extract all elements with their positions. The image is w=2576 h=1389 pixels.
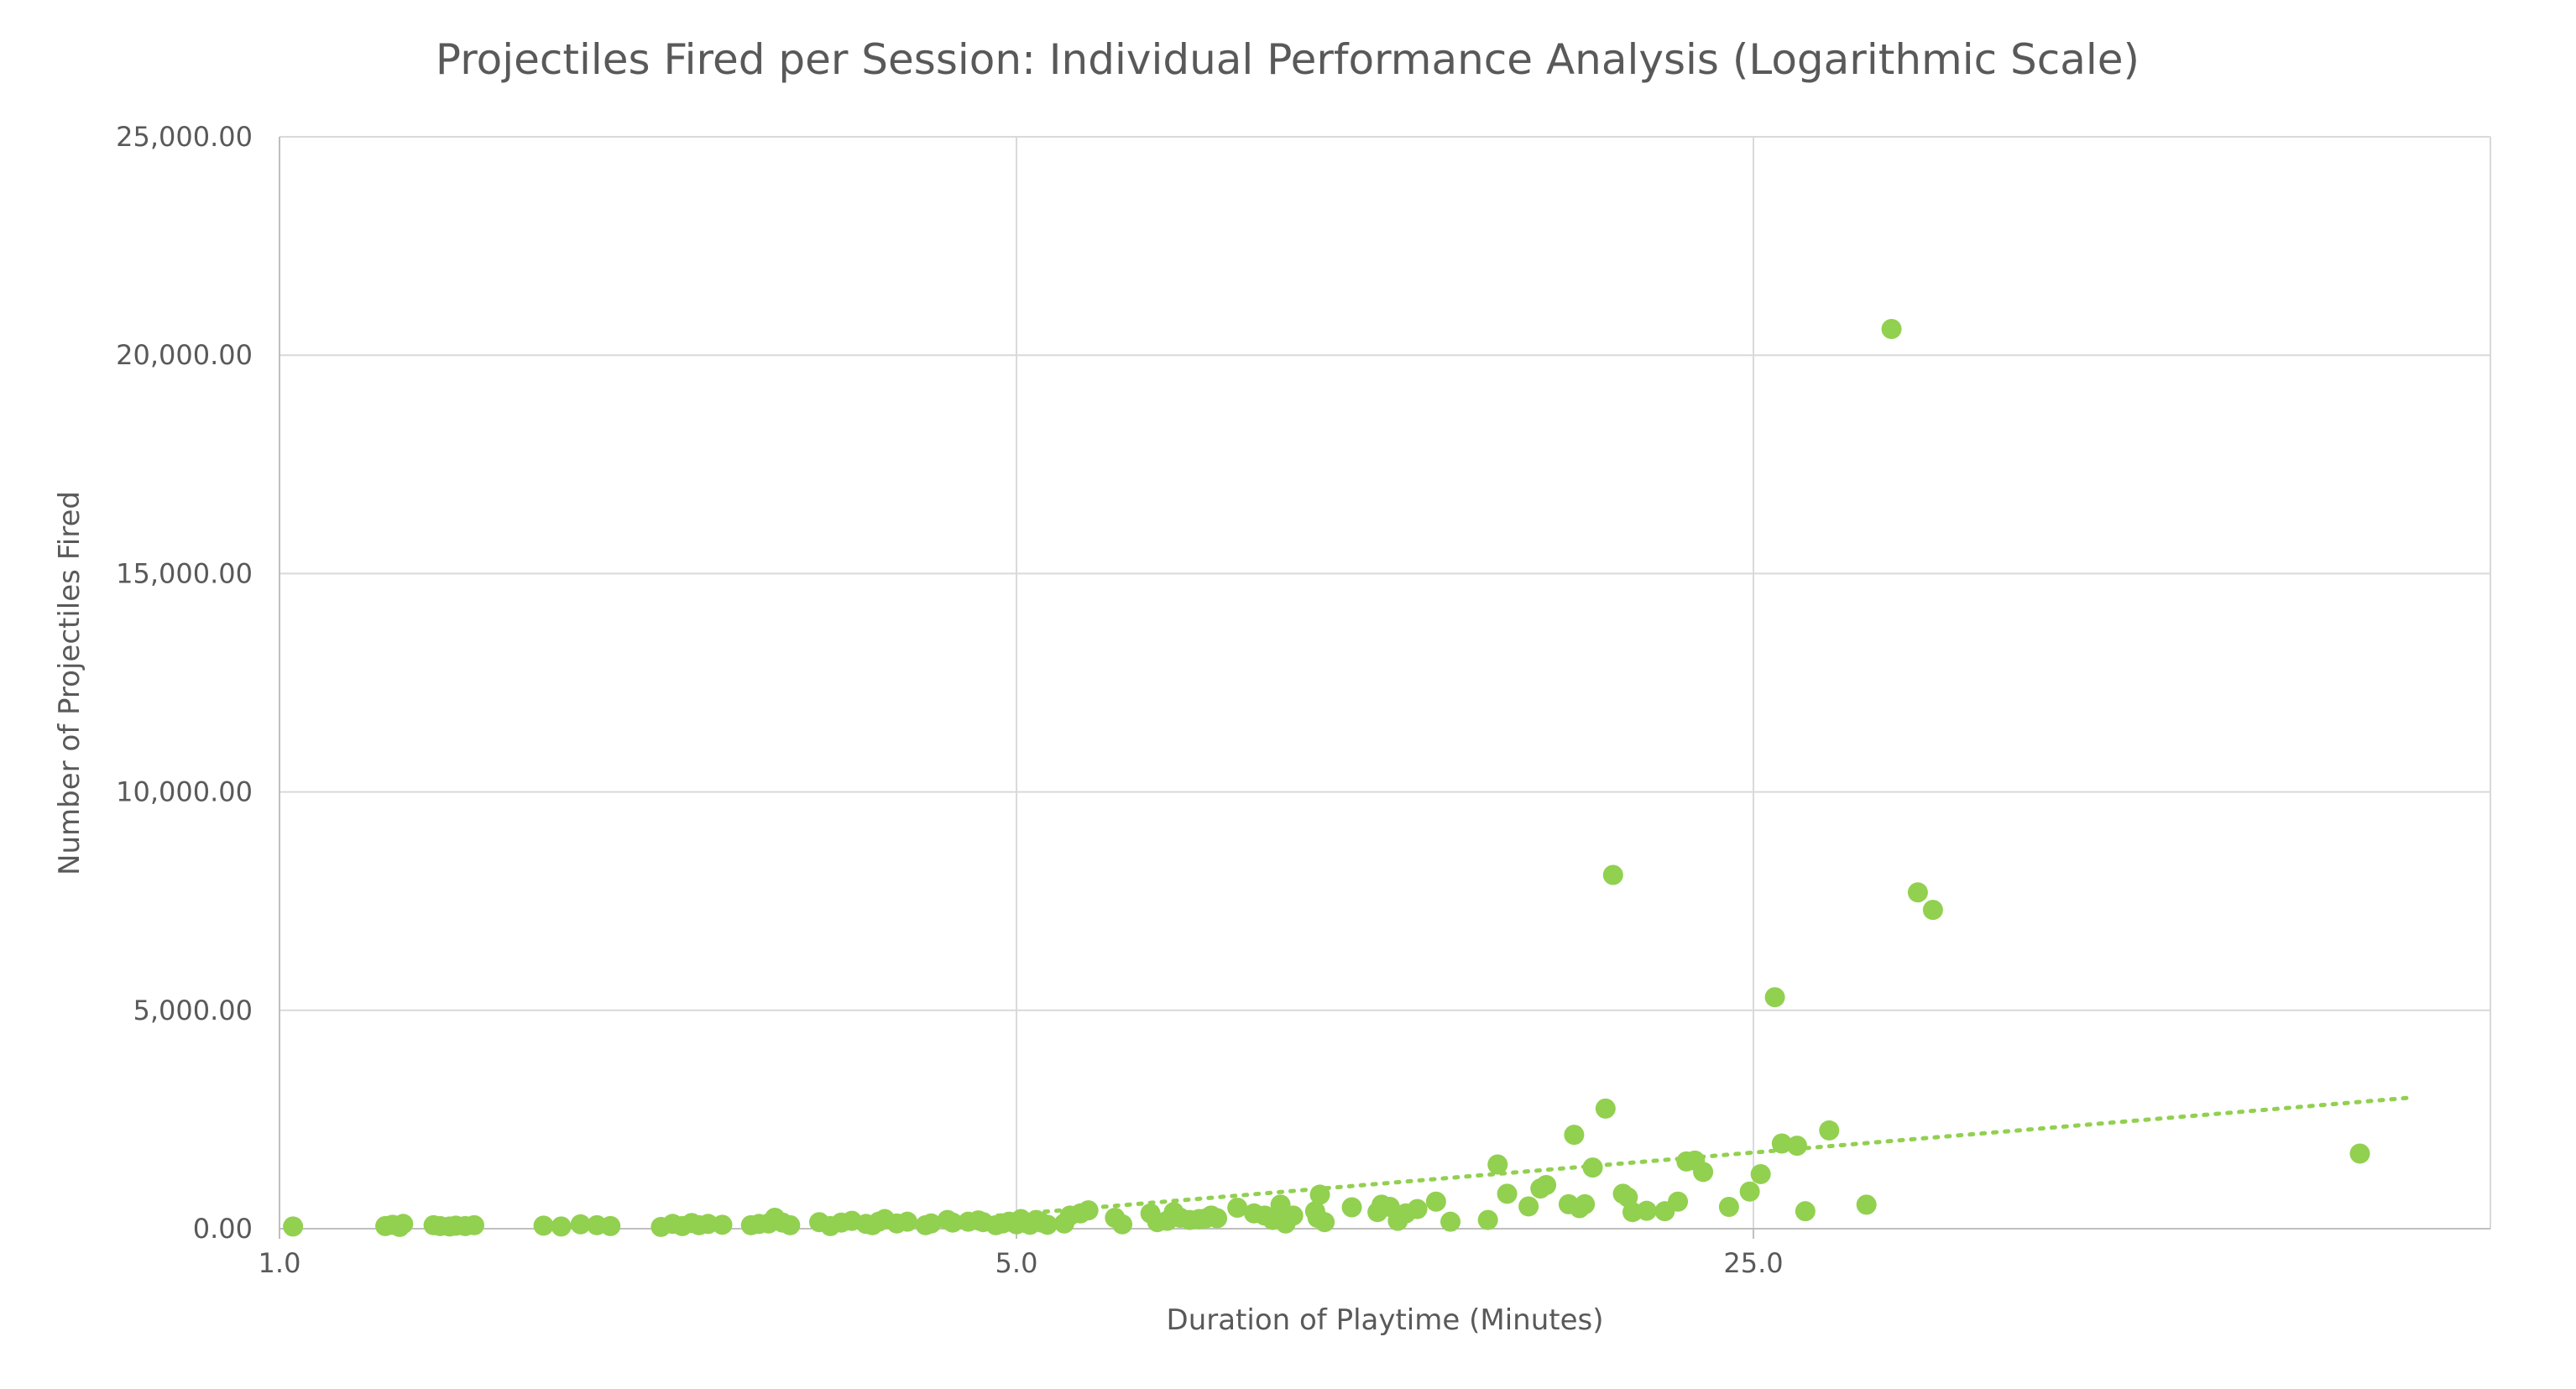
data-point (1718, 1196, 1739, 1217)
data-point (1595, 1098, 1616, 1119)
x-tick-labels: 1.0 5.0 25.0 (259, 1247, 1784, 1279)
data-point (1795, 1201, 1816, 1222)
gridlines (280, 136, 2491, 1229)
data-point (1856, 1194, 1877, 1215)
data-point (393, 1214, 414, 1235)
data-point (1425, 1191, 1446, 1212)
data-point (1771, 1133, 1792, 1154)
data-point (2349, 1143, 2370, 1164)
data-point (943, 1212, 964, 1233)
data-point (1582, 1157, 1603, 1178)
x-tick-label: 1.0 (259, 1247, 301, 1279)
data-point (1922, 900, 1943, 921)
data-point (1602, 864, 1623, 885)
data-point (921, 1213, 942, 1234)
y-tick-label: 15,000.00 (116, 557, 253, 589)
x-tick-label: 25.0 (1723, 1247, 1783, 1279)
data-point (712, 1214, 733, 1235)
data-point (1497, 1183, 1518, 1204)
data-point (1487, 1154, 1508, 1175)
data-point (1907, 882, 1928, 903)
x-axis-title: Duration of Playtime (Minutes) (1167, 1303, 1604, 1337)
data-point (1112, 1214, 1133, 1235)
data-point (283, 1216, 304, 1237)
data-point (1341, 1197, 1362, 1218)
data-point (780, 1214, 801, 1235)
data-point (463, 1214, 484, 1235)
data-point (1786, 1136, 1807, 1157)
data-point (1575, 1193, 1596, 1214)
x-tick-label: 5.0 (995, 1247, 1038, 1279)
data-point (897, 1211, 918, 1232)
y-tick-label: 5,000.00 (133, 995, 253, 1026)
data-point (600, 1215, 621, 1236)
data-point (1207, 1208, 1228, 1229)
y-tick-label: 25,000.00 (116, 121, 253, 153)
data-point (1440, 1211, 1461, 1232)
y-tick-labels: 0.00 5,000.00 10,000.00 15,000.00 20,000.00 2… (116, 121, 253, 1245)
data-point (1477, 1209, 1498, 1230)
data-point (1536, 1174, 1557, 1195)
y-axis-title: Number of Projectiles Fired (53, 491, 86, 875)
data-point (1314, 1212, 1335, 1233)
data-point (1668, 1191, 1689, 1212)
data-point (570, 1214, 591, 1235)
y-tick-label: 10,000.00 (116, 776, 253, 808)
data-point (1283, 1205, 1304, 1226)
data-point (1739, 1181, 1760, 1202)
data-point (1227, 1198, 1248, 1219)
data-point (1078, 1200, 1099, 1221)
y-tick-label: 20,000.00 (116, 339, 253, 371)
chart-title: Projectiles Fired per Session: Individua… (436, 35, 2140, 84)
data-point (533, 1215, 554, 1236)
data-points (283, 318, 2370, 1237)
data-point (1564, 1125, 1585, 1146)
data-point (1636, 1200, 1657, 1221)
data-point (1881, 318, 1902, 339)
data-point (1407, 1198, 1428, 1219)
data-point (1750, 1163, 1771, 1184)
data-point (551, 1216, 572, 1237)
data-point (1518, 1196, 1539, 1217)
y-tick-label: 0.00 (193, 1213, 253, 1245)
data-point (1819, 1120, 1840, 1141)
data-point (1693, 1162, 1714, 1183)
data-point (1309, 1184, 1330, 1205)
data-point (1037, 1214, 1058, 1235)
data-point (1764, 987, 1785, 1008)
